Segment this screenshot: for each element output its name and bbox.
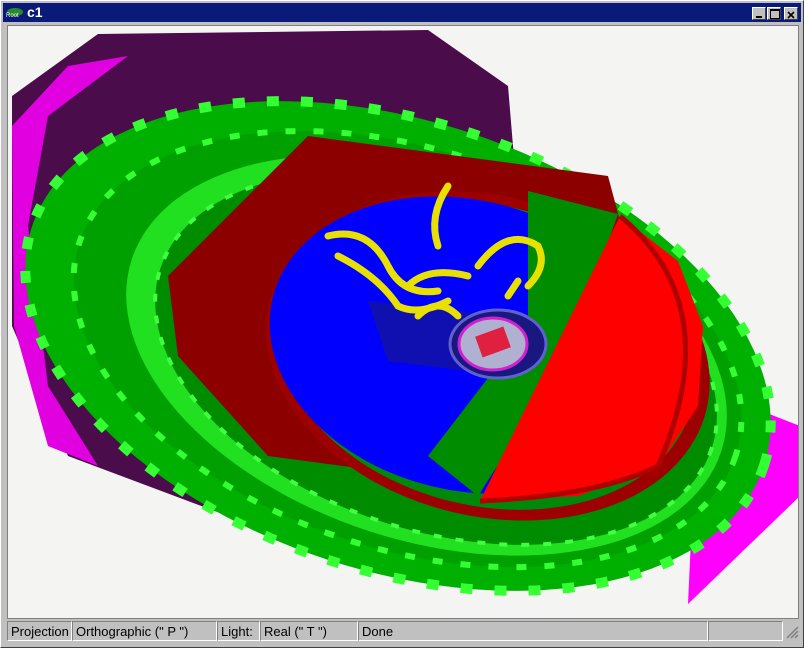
- icon-tree: [7, 8, 23, 16]
- red-half-edge: [479, 214, 689, 504]
- status-field: Real (" T "): [260, 621, 358, 641]
- status-field: Orthographic (" P "): [72, 621, 217, 641]
- status-field-empty: [708, 621, 783, 641]
- title-bar: Root c1: [3, 3, 801, 22]
- scene: [12, 30, 798, 604]
- window-title: c1: [27, 4, 43, 20]
- status-field: Light:: [217, 621, 260, 641]
- minimize-button[interactable]: [752, 7, 766, 20]
- inner-core: [475, 326, 511, 358]
- canvas: [7, 25, 799, 619]
- status-field: Done: [358, 621, 708, 641]
- status-field: Projection: [7, 621, 72, 641]
- icon-label: Root: [6, 13, 19, 19]
- red-half: [480, 216, 703, 501]
- magenta-edge: [12, 56, 128, 466]
- status-bar: Projection Orthographic (" P ") Light: R…: [5, 621, 801, 643]
- maximize-button[interactable]: [767, 7, 781, 20]
- app-icon: Root: [6, 4, 24, 21]
- yellow-tracks: [324, 182, 545, 320]
- green-stripe: [20, 96, 776, 596]
- resize-grip[interactable]: [785, 625, 799, 639]
- close-button[interactable]: [784, 7, 798, 20]
